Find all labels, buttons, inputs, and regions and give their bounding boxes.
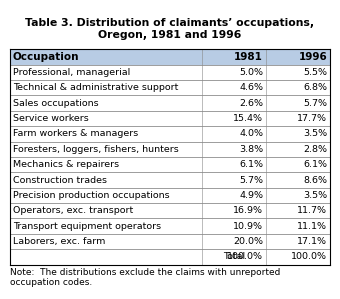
Text: 15.4%: 15.4% — [233, 114, 263, 123]
Text: Foresters, loggers, fishers, hunters: Foresters, loggers, fishers, hunters — [13, 145, 179, 154]
Bar — [10, 95, 330, 111]
Bar — [10, 65, 330, 80]
Text: 5.7%: 5.7% — [239, 176, 263, 184]
Text: 3.8%: 3.8% — [239, 145, 263, 154]
Text: Laborers, exc. farm: Laborers, exc. farm — [13, 237, 105, 246]
Text: Professional, managerial: Professional, managerial — [13, 68, 130, 77]
Text: 2.6%: 2.6% — [239, 99, 263, 108]
Bar — [10, 126, 330, 142]
Text: 2.8%: 2.8% — [303, 145, 327, 154]
Text: Transport equipment operators: Transport equipment operators — [13, 222, 161, 231]
Text: Sales occupations: Sales occupations — [13, 99, 99, 108]
Text: Occupation: Occupation — [13, 52, 80, 62]
Text: 5.5%: 5.5% — [303, 68, 327, 77]
Bar — [10, 234, 330, 249]
Text: 10.9%: 10.9% — [233, 222, 263, 231]
Text: 11.7%: 11.7% — [297, 206, 327, 215]
Text: 17.7%: 17.7% — [297, 114, 327, 123]
Bar — [10, 188, 330, 203]
Text: 6.1%: 6.1% — [239, 160, 263, 169]
Text: Operators, exc. transport: Operators, exc. transport — [13, 206, 133, 215]
Text: Mechanics & repairers: Mechanics & repairers — [13, 160, 119, 169]
Text: 4.6%: 4.6% — [239, 83, 263, 92]
Text: 5.7%: 5.7% — [303, 99, 327, 108]
Text: 11.1%: 11.1% — [297, 222, 327, 231]
Bar — [10, 172, 330, 188]
Bar — [10, 157, 330, 172]
Text: 4.0%: 4.0% — [239, 129, 263, 138]
Text: 5.0%: 5.0% — [239, 68, 263, 77]
Text: 100.0%: 100.0% — [291, 252, 327, 261]
Text: Total: Total — [223, 252, 245, 261]
Bar — [10, 111, 330, 126]
Text: 3.5%: 3.5% — [303, 129, 327, 138]
Bar — [10, 203, 330, 219]
Text: 20.0%: 20.0% — [233, 237, 263, 246]
Text: Service workers: Service workers — [13, 114, 89, 123]
Text: 1996: 1996 — [298, 52, 327, 62]
Text: 8.6%: 8.6% — [303, 176, 327, 184]
Text: Table 3. Distribution of claimants’ occupations,
Oregon, 1981 and 1996: Table 3. Distribution of claimants’ occu… — [26, 18, 315, 40]
Bar — [10, 49, 330, 65]
Text: 100.0%: 100.0% — [227, 252, 263, 261]
Bar — [10, 249, 330, 265]
Text: Precision production occupations: Precision production occupations — [13, 191, 170, 200]
Text: Technical & administrative support: Technical & administrative support — [13, 83, 178, 92]
Text: 16.9%: 16.9% — [233, 206, 263, 215]
Text: 1981: 1981 — [234, 52, 263, 62]
Text: 17.1%: 17.1% — [297, 237, 327, 246]
Text: Note:  The distributions exclude the claims with unreported
occupation codes.: Note: The distributions exclude the clai… — [10, 268, 280, 287]
Bar — [10, 80, 330, 95]
Text: 6.1%: 6.1% — [303, 160, 327, 169]
Text: 6.8%: 6.8% — [303, 83, 327, 92]
Text: Farm workers & managers: Farm workers & managers — [13, 129, 138, 138]
Text: 4.9%: 4.9% — [239, 191, 263, 200]
Text: 3.5%: 3.5% — [303, 191, 327, 200]
Bar — [10, 219, 330, 234]
Bar — [10, 142, 330, 157]
Text: Construction trades: Construction trades — [13, 176, 107, 184]
